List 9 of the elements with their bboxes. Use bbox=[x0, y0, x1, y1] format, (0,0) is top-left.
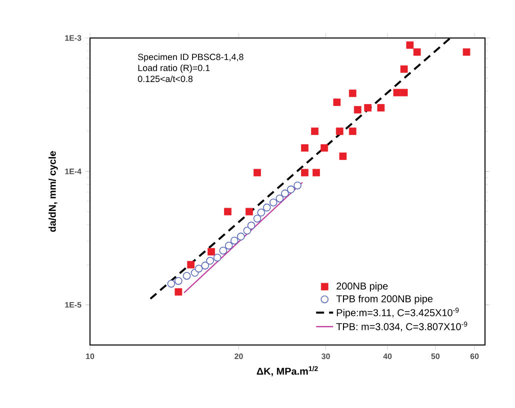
legend-label: TPB: m=3.034, C=3.807X10$^{-9}$ bbox=[336, 322, 468, 332]
legend-label: 200NB pipe bbox=[336, 282, 388, 292]
x-axis-title: ΔK, MPa.m$^{1/2}$ bbox=[256, 366, 318, 376]
y-axis-title: da/dN, mm/ cycle bbox=[48, 151, 58, 232]
legend-label: TPB from 200NB pipe bbox=[336, 294, 433, 304]
annotation: Specimen ID PBSC8-1,4,8 bbox=[138, 54, 244, 62]
annotation: 0.125<a/t<0.8 bbox=[138, 75, 193, 82]
legend-label: Pipe:m=3.11, C=3.425X10$^{-9}$ bbox=[336, 308, 459, 318]
annotation: Load ratio (R)=0.1 bbox=[138, 64, 210, 73]
